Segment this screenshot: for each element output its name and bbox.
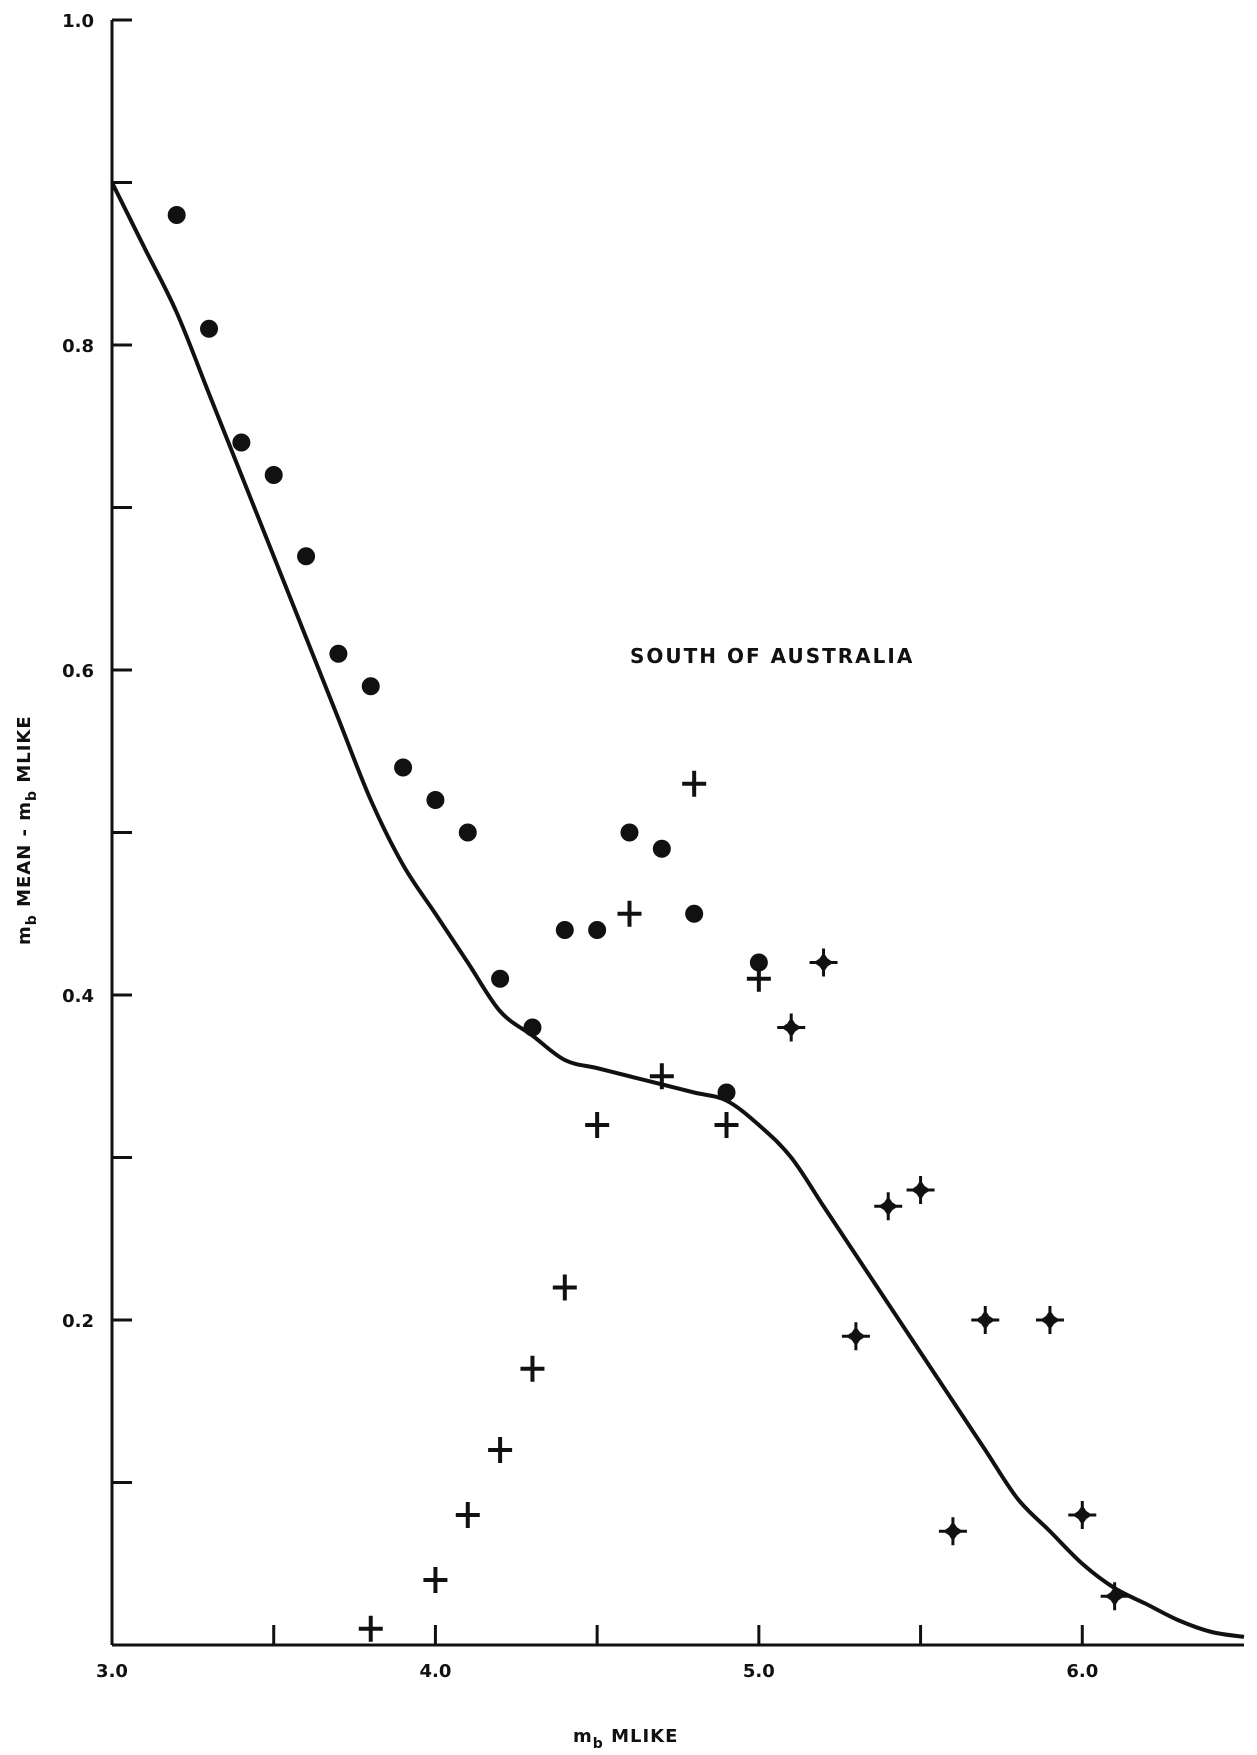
- star-point: [1100, 1582, 1129, 1611]
- circle-point: [264, 466, 283, 484]
- circle-point: [167, 206, 186, 224]
- circle-point: [523, 1018, 542, 1037]
- star-body: [1072, 1505, 1093, 1525]
- star-point: [874, 1192, 903, 1221]
- circle-point: [749, 953, 768, 972]
- star-body: [975, 1310, 996, 1330]
- circle-point: [588, 921, 607, 939]
- plus-point: [714, 1112, 739, 1138]
- plus-point: [552, 1274, 577, 1301]
- star-body: [910, 1180, 931, 1200]
- circle-point: [200, 319, 219, 338]
- x-tick-label: 3.0: [96, 1661, 128, 1682]
- plus-point: [649, 1063, 674, 1090]
- x-axis-title: mb MLIKE: [573, 1726, 678, 1752]
- circle-point: [555, 921, 574, 939]
- circle-point: [717, 1083, 736, 1102]
- star-point: [841, 1322, 870, 1351]
- star-body: [1039, 1310, 1060, 1330]
- y-tick-label: 0.2: [62, 1311, 94, 1332]
- plus-point: [455, 1502, 480, 1528]
- curve-layer: [110, 181, 1245, 1639]
- star-point: [971, 1306, 1000, 1334]
- plus-point: [746, 965, 771, 992]
- circle-point: [685, 904, 704, 923]
- star-point: [809, 948, 838, 977]
- axes: 3.0 4.0 5.0 6.0 0.2 0.4 0.6 0.8 1.0: [62, 11, 1244, 1682]
- marks: [167, 206, 1129, 1642]
- x-axis-title-sub: b: [593, 1736, 604, 1752]
- y-axis-title-s1: b: [24, 914, 40, 925]
- y-axis-title: mb MEAN - mb MLIKE: [14, 715, 40, 945]
- star-body: [781, 1017, 802, 1038]
- x-axis-title-rest: MLIKE: [604, 1726, 679, 1747]
- circle-point: [652, 839, 671, 858]
- y-tick-label: 0.4: [62, 986, 94, 1007]
- circle-point: [297, 547, 316, 566]
- circle-point: [426, 791, 445, 809]
- y-tick-label: 0.8: [62, 336, 94, 357]
- star-body: [813, 952, 834, 973]
- star-point: [906, 1176, 935, 1204]
- star-body: [1104, 1586, 1125, 1607]
- plus-point: [585, 1112, 610, 1138]
- circle-point: [620, 823, 639, 842]
- plus-point: [617, 900, 642, 927]
- star-point: [777, 1013, 806, 1042]
- star-point: [1068, 1501, 1097, 1529]
- star-point: [938, 1517, 967, 1546]
- x-tick-label: 6.0: [1066, 1661, 1098, 1682]
- circle-point: [394, 758, 413, 777]
- circle-point: [491, 969, 510, 988]
- y-axis-title-s2: b: [24, 790, 40, 801]
- y-axis-title-p2: MEAN - m: [14, 801, 35, 914]
- x-tick-label: 5.0: [743, 1661, 775, 1682]
- plus-point: [488, 1437, 513, 1463]
- star-body: [942, 1521, 963, 1542]
- y-axis-title-p3: MLIKE: [14, 715, 35, 790]
- y-tick-label: 0.6: [62, 661, 94, 682]
- star-point: [1035, 1306, 1064, 1334]
- y-axis-title-p1: m: [14, 925, 35, 945]
- circle-point: [458, 823, 477, 842]
- circle-point: [329, 644, 348, 663]
- chart-annotation: SOUTH OF AUSTRALIA: [630, 644, 914, 668]
- x-axis-title-main: m: [573, 1726, 593, 1747]
- y-tick-label: 1.0: [62, 11, 94, 32]
- star-body: [878, 1196, 899, 1217]
- x-tick-label: 4.0: [419, 1661, 451, 1682]
- star-body: [845, 1326, 866, 1347]
- fitted-curve: [110, 181, 1245, 1639]
- circle-point: [361, 677, 380, 696]
- plus-point: [423, 1567, 448, 1593]
- circle-point: [232, 433, 251, 452]
- plus-point: [682, 770, 707, 797]
- plus-point: [358, 1615, 383, 1642]
- plus-point: [520, 1355, 545, 1382]
